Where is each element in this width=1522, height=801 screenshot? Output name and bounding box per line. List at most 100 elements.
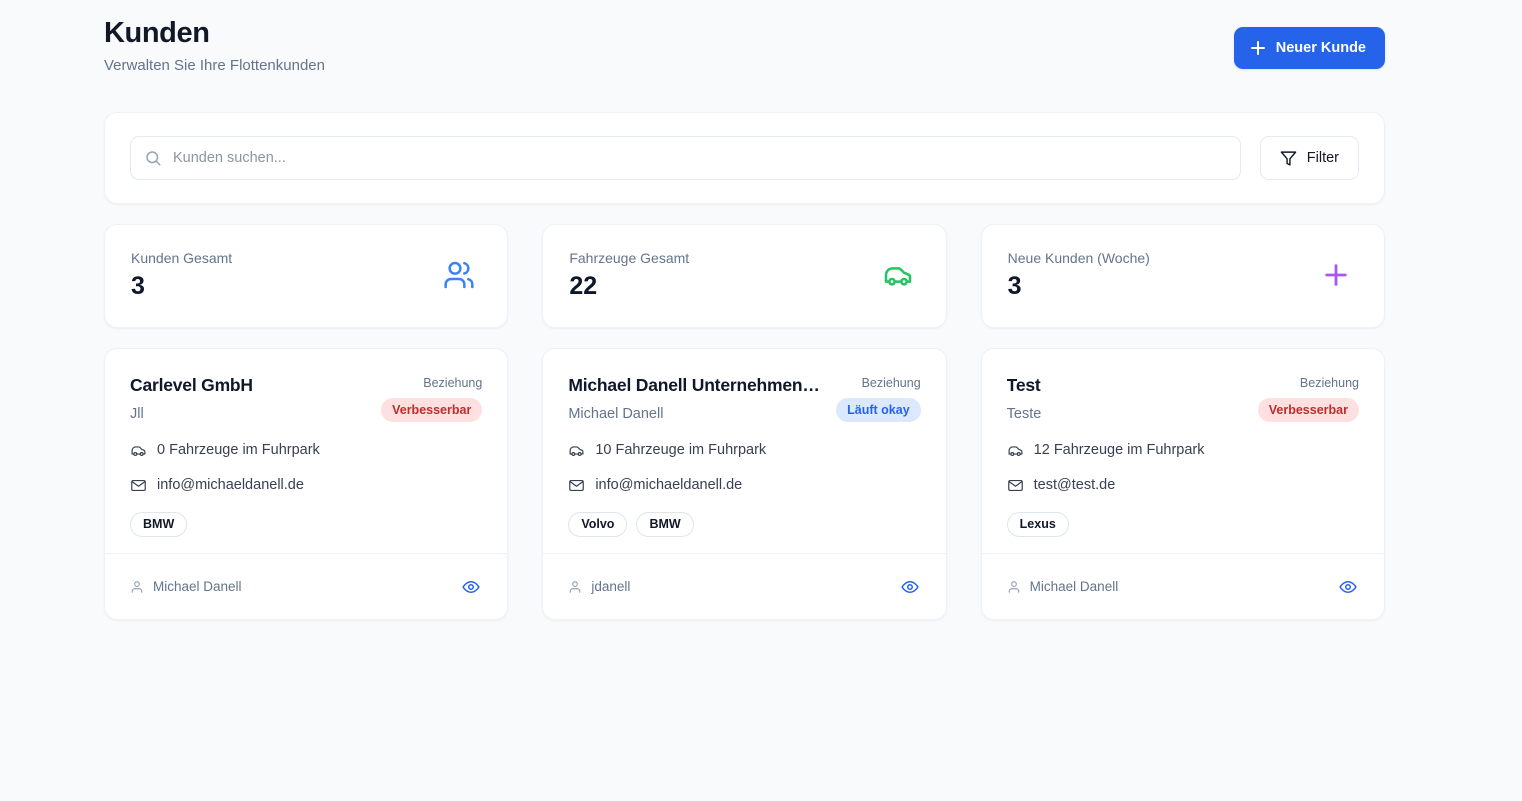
- brand-tag: BMW: [636, 512, 694, 537]
- brand-tag: Lexus: [1006, 512, 1069, 537]
- eye-icon: [901, 580, 919, 593]
- users-icon: [444, 261, 474, 289]
- customer-card-footer: Michael Danell: [105, 553, 508, 619]
- plus-icon: [1250, 40, 1266, 56]
- relationship-block: Beziehung Läuft okay: [836, 373, 921, 422]
- status-badge: Verbesserbar: [1257, 398, 1359, 422]
- filter-button[interactable]: Filter: [1259, 136, 1359, 180]
- owner-block: jdanell: [568, 578, 630, 596]
- customer-card[interactable]: Carlevel GmbH Jll Beziehung Verbesserbar: [104, 348, 509, 620]
- stat-value: 3: [1007, 272, 1022, 300]
- customer-card-header: Carlevel GmbH Jll Beziehung Verbesserbar: [130, 373, 483, 425]
- customer-card-body: Test Teste Beziehung Verbesserbar: [982, 349, 1384, 553]
- relationship-block: Beziehung Verbesserbar: [1257, 373, 1359, 422]
- eye-icon: [1339, 580, 1357, 593]
- customer-card-header: Michael Danell Unternehmensb... Michael …: [568, 373, 921, 425]
- mail-icon: [569, 479, 585, 491]
- filter-icon: [1280, 150, 1297, 166]
- stats-row: Kunden Gesamt 3 Fahrzeuge Gesamt 22: [104, 224, 1385, 328]
- stat-text-block: Neue Kunden (Woche) 3: [1008, 249, 1150, 302]
- brand-tag-row: BMW: [130, 512, 482, 537]
- view-customer-button[interactable]: [1339, 578, 1357, 596]
- page-title: Kunden: [104, 17, 210, 49]
- new-customer-button-label: Neuer Kunde: [1275, 40, 1366, 56]
- stat-card-total-customers: Kunden Gesamt 3: [104, 224, 509, 328]
- mail-icon: [1007, 479, 1023, 491]
- stat-label: Kunden Gesamt: [131, 250, 233, 266]
- plus-icon: [1325, 264, 1347, 286]
- car-icon: [569, 445, 584, 456]
- user-icon: [131, 580, 143, 593]
- search-input[interactable]: [130, 136, 1241, 180]
- owner-block: Michael Danell: [130, 578, 242, 596]
- customer-card-header: Test Teste Beziehung Verbesserbar: [1007, 373, 1359, 425]
- owner-name: Michael Danell: [1029, 578, 1119, 594]
- stat-value: 22: [569, 272, 598, 300]
- search-field-wrapper: [130, 136, 1241, 180]
- customer-card-body: Carlevel GmbH Jll Beziehung Verbesserbar: [105, 349, 507, 553]
- brand-tag-row: Volvo BMW: [568, 512, 920, 537]
- brand-tag: Volvo: [568, 512, 628, 537]
- brand-tag: BMW: [130, 512, 188, 537]
- stat-value: 3: [131, 272, 145, 300]
- relationship-block: Beziehung Verbesserbar: [381, 373, 483, 422]
- customer-name-block: Michael Danell Unternehmensb... Michael …: [568, 373, 836, 425]
- status-badge: Läuft okay: [836, 398, 921, 422]
- fleet-count-text: 10 Fahrzeuge im Fuhrpark: [595, 442, 767, 458]
- fleet-info-line: 10 Fahrzeuge im Fuhrpark: [568, 440, 920, 460]
- customer-card-footer: Michael Danell: [981, 553, 1384, 619]
- user-icon: [570, 580, 581, 593]
- user-icon: [1008, 580, 1019, 593]
- brand-tag-row: Lexus: [1006, 512, 1359, 537]
- customer-card-body: Michael Danell Unternehmensb... Michael …: [543, 349, 945, 553]
- view-customer-button[interactable]: [901, 578, 919, 596]
- stat-text-block: Kunden Gesamt 3: [131, 249, 232, 302]
- stat-label: Fahrzeuge Gesamt: [569, 250, 690, 266]
- customer-title: Michael Danell Unternehmensb...: [568, 375, 829, 395]
- owner-name: jdanell: [591, 578, 631, 594]
- owner-name: Michael Danell: [153, 578, 242, 594]
- customer-card[interactable]: Test Teste Beziehung Verbesserbar: [980, 348, 1385, 620]
- eye-icon: [462, 580, 480, 593]
- customer-title: Carlevel GmbH: [130, 375, 253, 395]
- search-panel: Filter: [104, 112, 1385, 204]
- page-subtitle: Verwalten Sie Ihre Flottenkunden: [104, 57, 325, 74]
- fleet-count-text: 0 Fahrzeuge im Fuhrpark: [157, 442, 320, 458]
- email-info-line: test@test.de: [1007, 475, 1359, 495]
- fleet-count-text: 12 Fahrzeuge im Fuhrpark: [1033, 442, 1205, 458]
- email-text: info@michaeldanell.de: [157, 477, 304, 493]
- customer-card[interactable]: Michael Danell Unternehmensb... Michael …: [542, 348, 947, 620]
- stat-card-new-customers: Neue Kunden (Woche) 3: [980, 224, 1385, 328]
- customer-name-block: Carlevel GmbH Jll: [130, 373, 381, 425]
- filter-button-label: Filter: [1306, 150, 1339, 166]
- fleet-info-line: 0 Fahrzeuge im Fuhrpark: [130, 440, 482, 460]
- customer-cards-row: Carlevel GmbH Jll Beziehung Verbesserbar: [104, 348, 1385, 620]
- stat-label: Neue Kunden (Woche): [1007, 250, 1150, 266]
- customer-contact-person: Teste: [1006, 406, 1042, 422]
- view-customer-button[interactable]: [462, 578, 480, 596]
- owner-block: Michael Danell: [1007, 578, 1119, 596]
- email-info-line: info@michaeldanell.de: [130, 475, 482, 495]
- new-customer-button[interactable]: Neuer Kunde: [1233, 27, 1385, 69]
- customer-contact-person: Jll: [130, 406, 144, 422]
- relationship-label: Beziehung: [1299, 376, 1359, 390]
- fleet-info-line: 12 Fahrzeuge im Fuhrpark: [1007, 440, 1359, 460]
- header-text-block: Kunden Verwalten Sie Ihre Flottenkunden: [104, 12, 325, 77]
- stat-text-block: Fahrzeuge Gesamt 22: [569, 249, 689, 302]
- customer-contact-person: Michael Danell: [568, 406, 664, 422]
- relationship-label: Beziehung: [423, 376, 483, 390]
- email-text: info@michaeldanell.de: [595, 477, 743, 493]
- car-icon: [131, 445, 146, 456]
- car-icon: [884, 267, 911, 286]
- page-header: Kunden Verwalten Sie Ihre Flottenkunden …: [104, 12, 1385, 84]
- relationship-label: Beziehung: [861, 376, 921, 390]
- email-text: test@test.de: [1033, 477, 1116, 493]
- mail-icon: [131, 479, 146, 491]
- email-info-line: info@michaeldanell.de: [568, 475, 920, 495]
- customer-name-block: Test Teste: [1007, 373, 1258, 425]
- status-badge: Verbesserbar: [381, 398, 483, 422]
- stat-card-total-vehicles: Fahrzeuge Gesamt 22: [542, 224, 947, 328]
- customer-card-footer: jdanell: [543, 553, 946, 619]
- customer-title: Test: [1006, 375, 1041, 395]
